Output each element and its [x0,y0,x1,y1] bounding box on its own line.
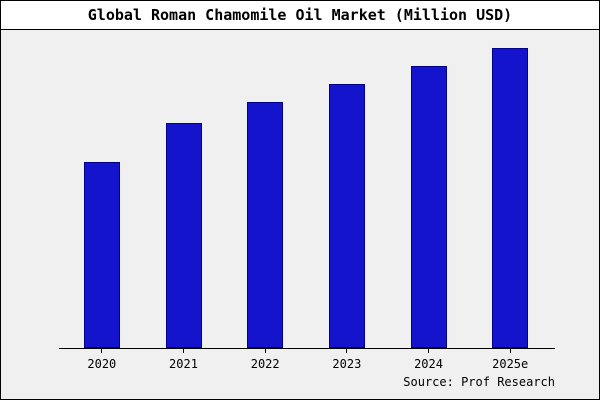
bar-column-2020 [61,30,143,348]
x-axis-tick [264,349,266,353]
bar-2023 [328,84,365,348]
x-axis-cell-2025e: 2025e [469,349,551,371]
bar-2021 [165,123,202,348]
x-axis-tick [346,349,348,353]
x-axis-tick [428,349,430,353]
x-axis-cell-2024: 2024 [388,349,470,371]
x-axis-label-2020: 2020 [87,357,117,371]
x-axis-line [59,348,555,349]
x-axis-cell-2022: 2022 [224,349,306,371]
x-axis-label-2025e: 2025e [492,357,529,371]
x-axis-label-2022: 2022 [250,357,280,371]
bar-column-2021 [143,30,225,348]
x-axis-tick [101,349,103,353]
bar-2022 [247,102,284,348]
bar-2025e [492,48,529,348]
bar-2020 [83,162,120,348]
x-axis-label-2024: 2024 [414,357,443,371]
x-axis-tick [509,349,511,353]
bar-column-2022 [224,30,306,348]
x-axis-label-2021: 2021 [169,357,198,371]
x-axis-cell-2021: 2021 [143,349,225,371]
bar-column-2025e [469,30,551,348]
bars-container [61,30,551,348]
plot-area: 2020 2021 2022 2023 2024 2025e Source: Prof R… [1,30,599,399]
x-axis-cell-2020: 2020 [61,349,143,371]
x-axis-label-2023: 2023 [332,357,362,371]
x-axis-cell-2023: 2023 [306,349,388,371]
x-axis-labels: 2020 2021 2022 2023 2024 2025e [61,349,551,371]
x-axis-tick [183,349,184,353]
chart-title: Global Roman Chamomile Oil Market (Milli… [1,1,599,30]
bar-2024 [410,66,447,348]
bar-column-2024 [388,30,470,348]
source-label: Source: Prof Research [403,375,555,389]
bar-column-2023 [306,30,388,348]
